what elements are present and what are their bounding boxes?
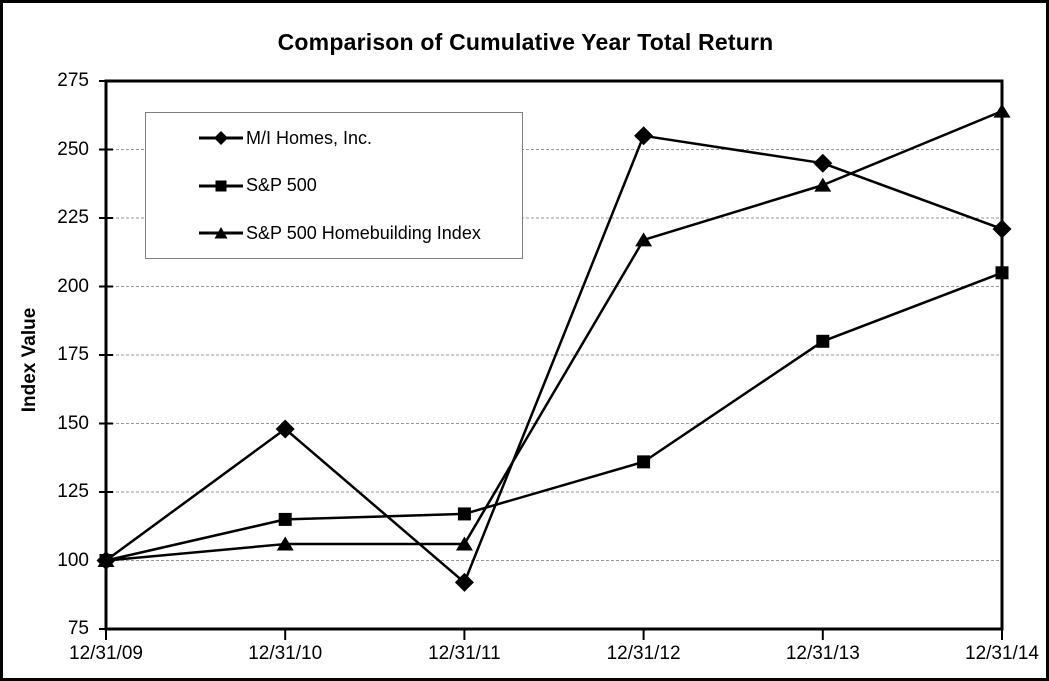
square-marker — [278, 512, 292, 526]
legend-item: S&P 500 Homebuilding Index — [199, 222, 512, 244]
legend-label: S&P 500 Homebuilding Index — [246, 222, 481, 243]
diamond-marker — [813, 153, 833, 173]
x-tick-label: 12/31/13 — [785, 643, 860, 664]
square-marker — [995, 266, 1009, 280]
square-marker — [637, 455, 651, 469]
legend: M/I Homes, Inc. S&P 500 S&P 500 Homebuil… — [145, 112, 523, 259]
chart-title: Comparison of Cumulative Year Total Retu… — [277, 29, 774, 55]
x-tick-label: 12/31/14 — [965, 643, 1039, 664]
square-marker — [457, 507, 471, 521]
diamond-marker — [634, 126, 654, 146]
triangle-marker — [814, 177, 832, 192]
diamond-marker — [275, 419, 295, 439]
plot-area — [96, 79, 1012, 640]
x-tick-label: 12/31/12 — [606, 643, 681, 664]
square-marker — [816, 334, 830, 348]
legend-label: M/I Homes, Inc. — [246, 127, 373, 148]
diamond-marker — [992, 219, 1012, 239]
y-tick-label: 250 — [57, 138, 89, 160]
legend-item: S&P 500 — [199, 175, 512, 197]
y-tick-label: 225 — [57, 207, 89, 228]
y-tick-label: 150 — [57, 412, 89, 434]
square-marker-icon — [199, 180, 243, 191]
y-tick-label: 100 — [57, 549, 89, 571]
y-tick-label: 75 — [67, 618, 89, 639]
triangle-marker — [97, 553, 115, 567]
y-tick-label: 175 — [57, 344, 89, 365]
legend-item: M/I Homes, Inc. — [199, 127, 512, 149]
diamond-marker-icon — [199, 131, 243, 145]
diamond-marker — [454, 572, 474, 592]
x-tick-label: 12/31/09 — [69, 643, 143, 664]
triangle-marker — [455, 536, 473, 551]
triangle-marker — [993, 103, 1011, 118]
x-tick-label: 12/31/11 — [428, 643, 501, 664]
series-line — [105, 109, 1003, 562]
triangle-marker — [276, 536, 294, 551]
triangle-marker-icon — [199, 227, 243, 239]
y-tick-label: 275 — [57, 70, 89, 91]
legend-label: S&P 500 — [246, 175, 317, 195]
series-line — [105, 271, 1003, 562]
triangle-marker — [635, 232, 653, 247]
x-tick-label: 12/31/10 — [248, 643, 323, 664]
series-line — [105, 134, 1003, 584]
y-tick-label: 125 — [57, 481, 89, 502]
y-tick-label: 200 — [57, 275, 89, 297]
